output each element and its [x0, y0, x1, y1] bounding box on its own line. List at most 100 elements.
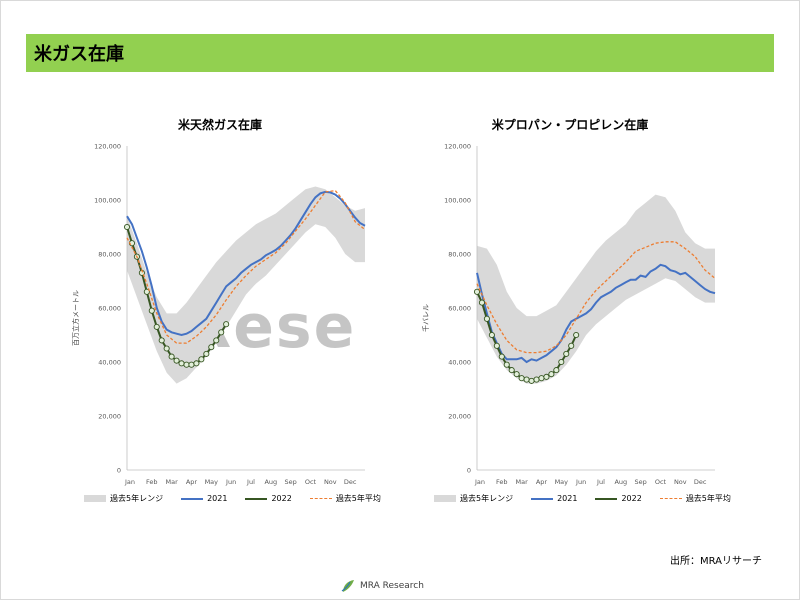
legend-item-range: 過去5年レンジ	[84, 493, 163, 504]
logo-leaf-icon	[341, 580, 354, 592]
chart-panel-propane: 0 20,000 40,000 60,000 80,000 100,000 120,000 J…	[410, 110, 731, 520]
data-point-2022	[493, 342, 500, 349]
data-point-2022	[563, 350, 570, 357]
data-point-2022	[193, 360, 200, 367]
data-point-2022	[178, 360, 185, 367]
legend-swatch-range	[84, 495, 106, 502]
x-tick-label: Nov	[674, 478, 687, 486]
y-tick-label: 20,000	[448, 413, 471, 421]
legend-swatch-2022	[595, 497, 618, 500]
x-tick-label: Mar	[515, 478, 528, 486]
chart-propane: 0 20,000 40,000 60,000 80,000 100,000 120,000 J…	[421, 143, 716, 486]
legend-label-2022: 2022	[271, 494, 292, 503]
chart-natural-gas: 0 20,000 40,000 60,000 80,000 100,000 120,000 J…	[71, 143, 366, 486]
x-tick-label: Dec	[344, 478, 357, 486]
x-tick-label: Feb	[496, 478, 508, 486]
x-tick-label: Jan	[124, 478, 135, 486]
legend-label-average: 過去5年平均	[335, 494, 381, 503]
x-tick-label: Oct	[305, 478, 317, 486]
data-point-2022	[508, 367, 515, 374]
data-point-2022	[198, 356, 205, 363]
series-line-2021	[126, 190, 366, 337]
y-axis-title: 千バレル	[421, 304, 430, 332]
legend-label-range: 過去5年レンジ	[110, 494, 164, 503]
y-tick-label: 100,000	[94, 197, 121, 205]
data-point-2022	[223, 321, 230, 328]
data-point-2022	[528, 377, 535, 384]
legend-label-range: 過去5年レンジ	[460, 494, 514, 503]
data-point-2022	[558, 358, 565, 366]
logo-text: MRA Research	[360, 581, 424, 591]
y-axis-title: 百万立方メートル	[71, 290, 80, 346]
x-tick-label: Sep	[634, 478, 646, 486]
data-point-2022	[218, 329, 225, 336]
legend-swatch-average	[309, 498, 332, 499]
legend-swatch-2021	[181, 497, 204, 500]
legend-item-2022: 2022	[595, 494, 642, 503]
data-point-2022	[473, 288, 481, 295]
data-point-2022	[168, 353, 175, 360]
x-tick-label: Apr	[536, 478, 548, 486]
x-tick-label: Apr	[186, 478, 198, 486]
legend-item-average: 過去5年平均	[309, 493, 381, 504]
data-point-2022	[153, 323, 160, 330]
legend-swatch-2021	[531, 497, 554, 500]
legend-item-range: 過去5年レンジ	[434, 493, 513, 504]
x-tick-label: Mar	[165, 478, 178, 486]
legend-label-2022: 2022	[621, 494, 642, 503]
legend-label-2021: 2021	[207, 494, 228, 503]
legend-swatch-range	[434, 495, 456, 502]
series-line-average	[476, 241, 716, 354]
chart-panel-natural-gas: 0 20,000 40,000 60,000 80,000 100,000 120,000 J…	[60, 110, 381, 520]
y-tick-label: 80,000	[98, 251, 121, 259]
x-tick-label: Jul	[596, 478, 605, 486]
data-point-2022	[543, 373, 550, 380]
data-point-2022	[503, 361, 510, 368]
y-tick-label: 40,000	[448, 359, 471, 367]
x-tick-label: Sep	[284, 478, 296, 486]
data-point-2022	[478, 299, 486, 306]
legend-swatch-2022	[245, 497, 268, 500]
y-tick-label: 60,000	[98, 305, 121, 313]
data-point-2022	[553, 367, 560, 374]
data-point-2022	[488, 331, 495, 339]
data-point-2022	[538, 375, 545, 382]
data-point-2022	[148, 307, 155, 314]
data-point-2022	[523, 376, 530, 383]
x-tick-label: May	[555, 478, 569, 486]
data-point-2022	[548, 371, 555, 378]
chart-title: 米天然ガス在庫	[177, 118, 262, 132]
data-point-2022	[163, 345, 170, 352]
x-tick-label: Feb	[146, 478, 158, 486]
source-note: 出所：MRAリサーチ	[670, 556, 763, 567]
data-point-2022	[568, 342, 575, 349]
data-point-2022	[213, 337, 220, 344]
data-point-2022	[203, 350, 210, 357]
data-point-2022	[483, 315, 490, 322]
data-point-2022	[173, 357, 180, 364]
range-band	[127, 186, 365, 384]
legend-item-2022: 2022	[245, 494, 292, 503]
series-line-2021	[476, 263, 716, 364]
data-point-2022	[188, 361, 195, 368]
data-point-2022	[158, 337, 165, 344]
range-band	[477, 194, 715, 384]
y-tick-label: 80,000	[448, 251, 471, 259]
company-logo: MRA Research	[340, 578, 424, 594]
page-title: 米ガス在庫	[34, 44, 124, 65]
x-tick-label: Jan	[474, 478, 485, 486]
y-tick-label: 40,000	[98, 359, 121, 367]
x-tick-label: Dec	[694, 478, 707, 486]
y-tick-label: 120,000	[94, 143, 121, 151]
y-tick-label: 0	[467, 467, 471, 475]
y-tick-label: 20,000	[98, 413, 121, 421]
chart-legend: 過去5年レンジ 2021 2022 過去5年平均	[84, 493, 399, 504]
data-point-2022	[208, 344, 215, 351]
legend-item-2021: 2021	[181, 494, 227, 503]
legend-item-2021: 2021	[531, 494, 577, 503]
legend-item-average: 過去5年平均	[659, 493, 731, 504]
y-tick-label: 120,000	[444, 143, 471, 151]
data-point-2022	[518, 375, 525, 382]
x-tick-label: Aug	[264, 478, 277, 486]
chart-title: 米プロパン・プロピレン在庫	[491, 118, 649, 132]
